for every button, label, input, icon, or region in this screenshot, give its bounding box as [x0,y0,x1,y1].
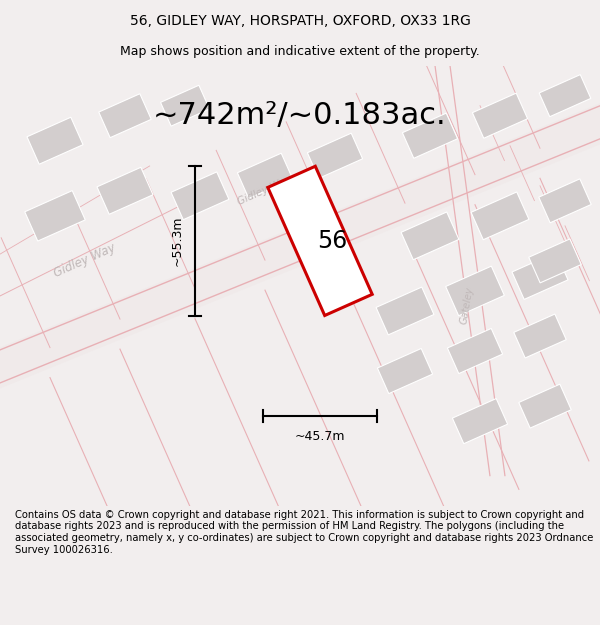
Polygon shape [512,253,568,299]
Text: Gidley Way: Gidley Way [236,174,293,208]
Polygon shape [161,85,209,126]
Text: ~742m²/~0.183ac.: ~742m²/~0.183ac. [153,101,447,130]
Polygon shape [514,314,566,358]
Polygon shape [539,179,591,222]
Polygon shape [471,192,529,240]
Polygon shape [27,118,83,164]
Polygon shape [519,384,571,428]
Polygon shape [403,113,458,158]
Text: Gateley: Gateley [459,286,475,326]
Polygon shape [376,287,434,335]
Polygon shape [25,191,85,241]
Polygon shape [448,329,503,374]
Text: Contains OS data © Crown copyright and database right 2021. This information is : Contains OS data © Crown copyright and d… [15,510,593,554]
Polygon shape [97,168,153,214]
Polygon shape [238,153,293,198]
Polygon shape [268,166,372,316]
Text: ~55.3m: ~55.3m [170,216,184,266]
Polygon shape [99,94,151,138]
Polygon shape [539,74,591,117]
Polygon shape [377,349,433,394]
Polygon shape [307,133,362,178]
Text: 56: 56 [317,229,347,253]
Polygon shape [0,98,600,394]
Polygon shape [529,239,581,283]
Polygon shape [171,172,229,220]
Text: Map shows position and indicative extent of the property.: Map shows position and indicative extent… [120,44,480,58]
Text: 56, GIDLEY WAY, HORSPATH, OXFORD, OX33 1RG: 56, GIDLEY WAY, HORSPATH, OXFORD, OX33 1… [130,14,470,28]
Text: Gidley Way: Gidley Way [52,241,118,281]
Polygon shape [452,399,508,444]
Text: ~45.7m: ~45.7m [295,429,345,442]
Polygon shape [472,93,527,138]
Polygon shape [446,266,505,316]
Polygon shape [401,212,459,260]
